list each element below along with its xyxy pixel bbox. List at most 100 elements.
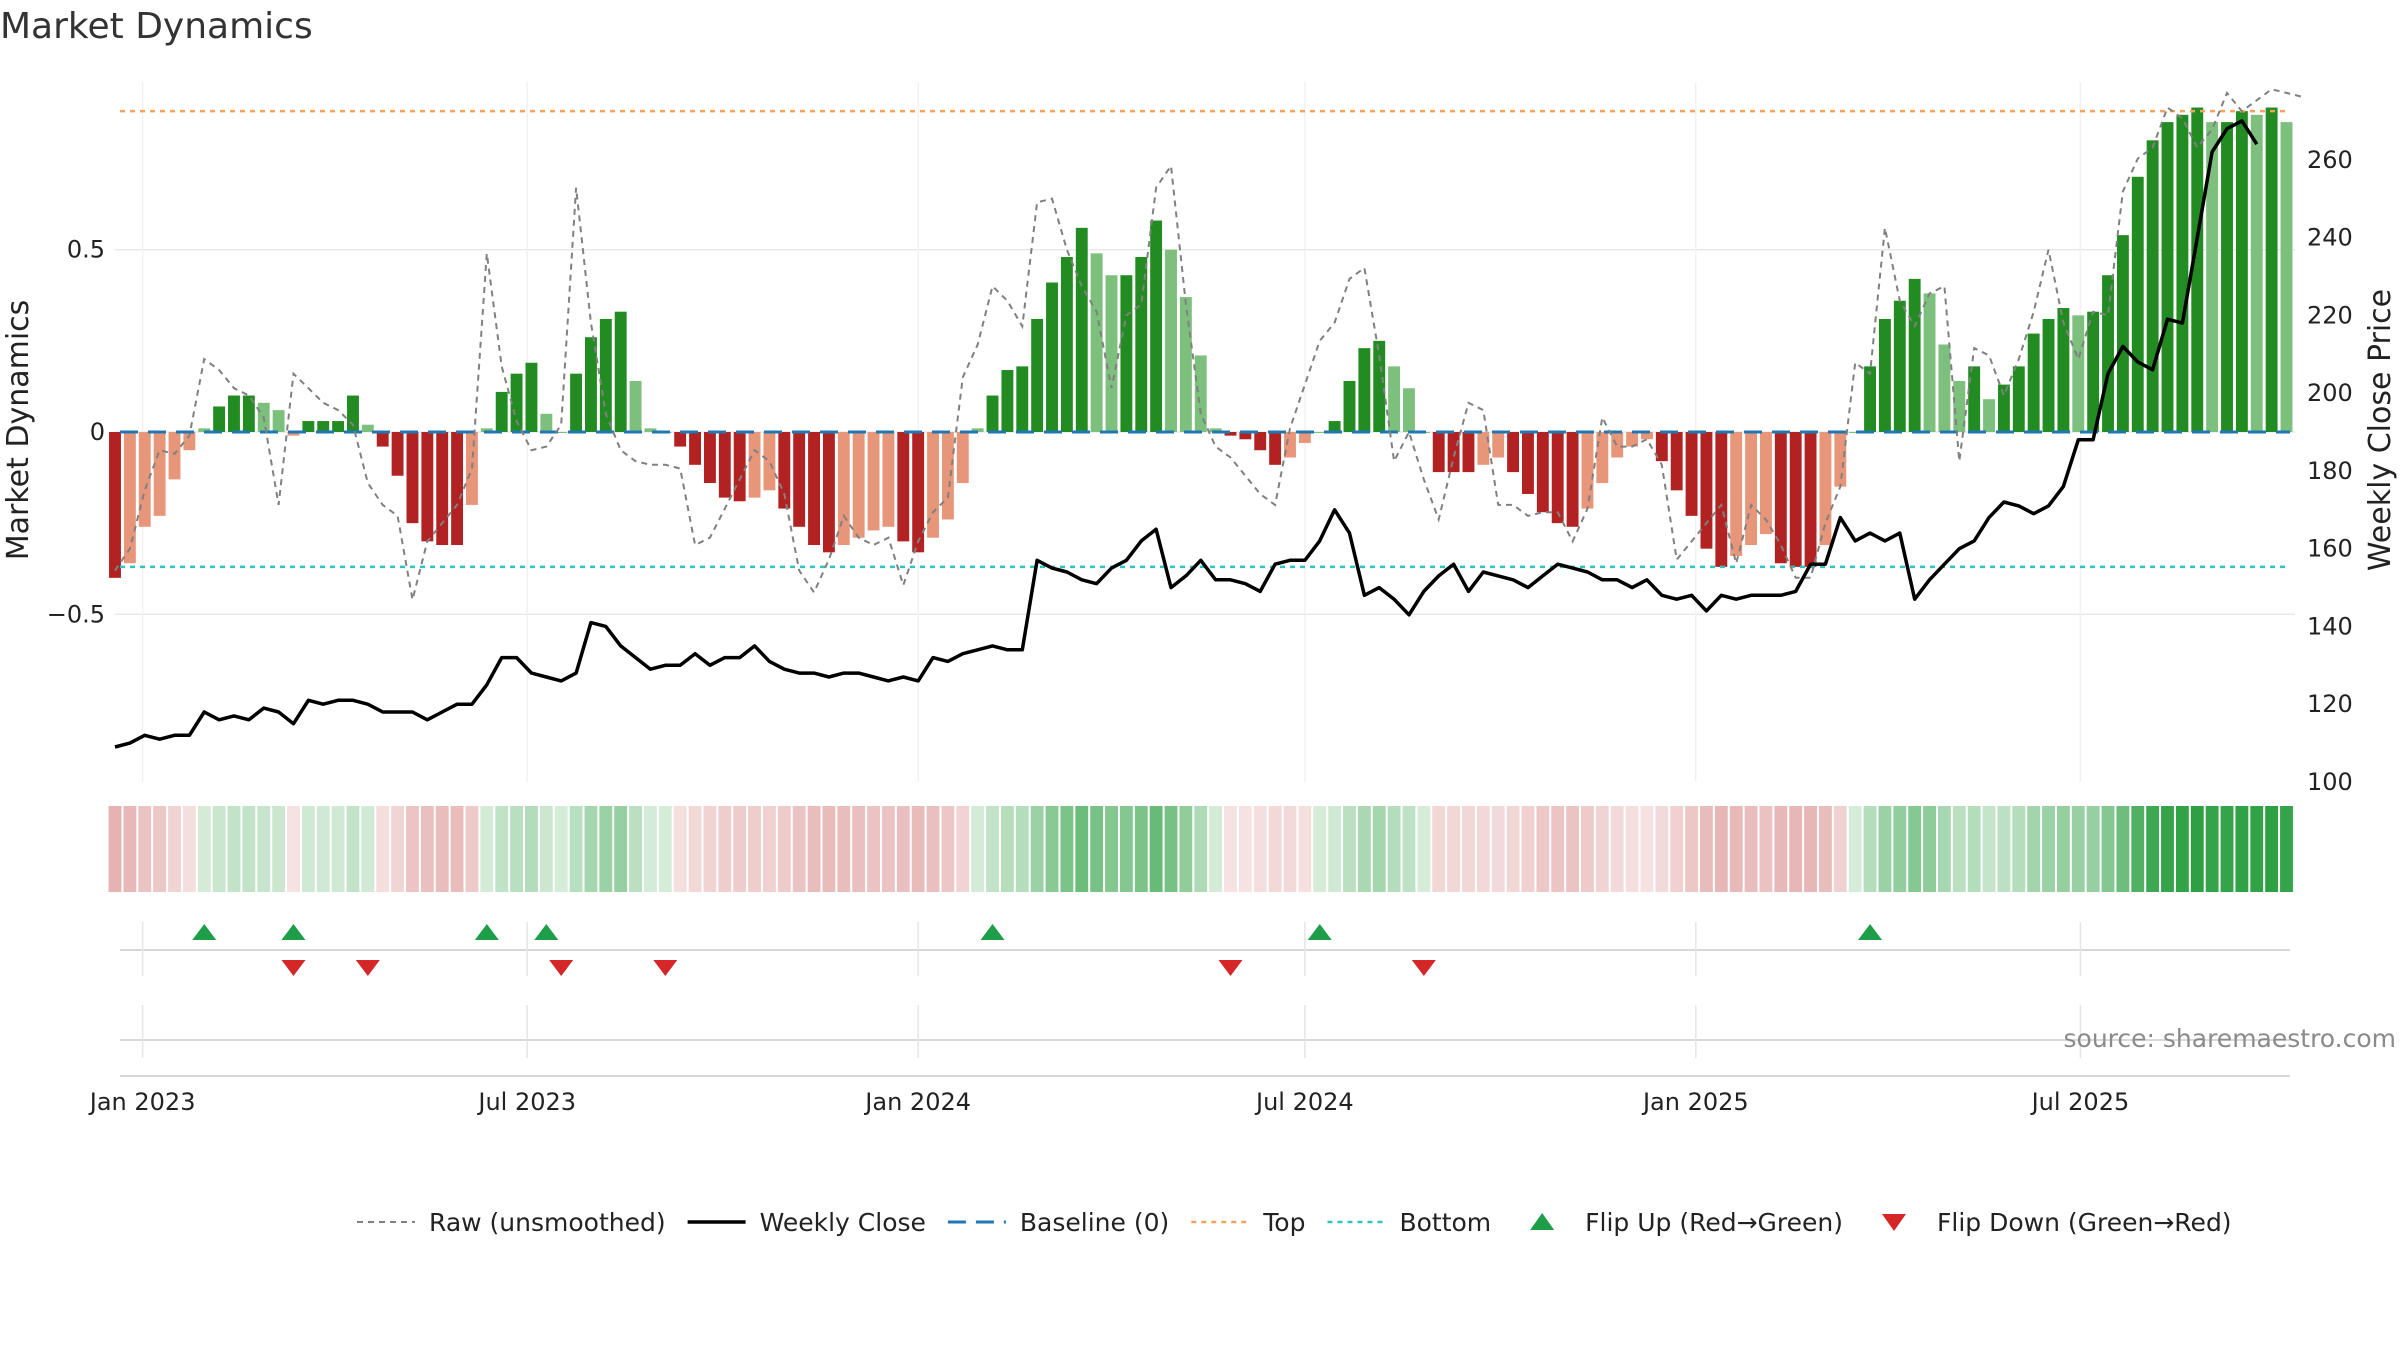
regime-cell [242, 806, 256, 892]
regime-cell [2280, 806, 2293, 892]
dynamics-bar [2072, 315, 2085, 432]
regime-cell [480, 806, 494, 892]
regime-strip [108, 806, 2293, 892]
dynamics-bar [2131, 176, 2144, 432]
regime-cell [881, 806, 895, 892]
regime-cell [718, 806, 732, 892]
dynamics-bar [2235, 111, 2248, 433]
dynamics-bar [2250, 114, 2263, 432]
regime-cell [153, 806, 167, 892]
dynamics-bar [361, 424, 374, 432]
dynamics-bar [599, 318, 612, 432]
legend-label: Baseline (0) [1020, 1208, 1169, 1237]
regime-cell [1209, 806, 1223, 892]
regime-cell [361, 806, 375, 892]
regime-cell [1908, 806, 1922, 892]
source-text: source: sharemaestro.com [2064, 1024, 2397, 1053]
dynamics-bar [153, 432, 166, 516]
dynamics-bar [1165, 249, 1177, 432]
dynamics-bar [2116, 235, 2129, 432]
regime-cell [435, 806, 449, 892]
dynamics-bar [1968, 366, 1981, 432]
legend-label: Top [1262, 1208, 1305, 1237]
regime-cell [777, 806, 791, 892]
dynamics-bar [1536, 432, 1549, 513]
dynamics-bar [1997, 384, 2010, 432]
flip-up-marker [1858, 924, 1883, 940]
regime-cell [614, 806, 628, 892]
regime-cell [2220, 806, 2234, 892]
dynamics-bar [1641, 432, 1653, 440]
regime-cell [644, 806, 657, 892]
regime-cell [1372, 806, 1386, 892]
dynamics-bar [1908, 278, 1921, 432]
legend: Raw (unsmoothed) Weekly Close Baseline (0)… [357, 1208, 2232, 1237]
dynamics-bar [495, 391, 508, 432]
flip-down-marker [549, 960, 574, 976]
dynamics-bar [808, 432, 820, 546]
regime-cell [2027, 806, 2041, 892]
dynamics-bar [242, 395, 255, 432]
regime-cell [584, 806, 598, 892]
dynamics-bar [689, 432, 702, 465]
dynamics-bar [927, 432, 939, 538]
regime-cell [1224, 806, 1237, 892]
regime-cell [1238, 806, 1252, 892]
y-right-tick-label: 140 [2307, 612, 2353, 640]
regime-cell [1253, 806, 1267, 892]
dynamics-bar [1090, 253, 1103, 432]
regime-cell [956, 806, 970, 892]
regime-cell [1015, 806, 1029, 892]
dynamics-bar [436, 432, 449, 546]
regime-cell [2071, 806, 2085, 892]
regime-cell [658, 806, 672, 892]
flip-up-marker [980, 924, 1005, 940]
regime-cell [1417, 806, 1431, 892]
dynamics-bar [213, 406, 226, 432]
dynamics-bar [1120, 275, 1133, 432]
regime-cell [1551, 806, 1565, 892]
dynamics-bar [421, 432, 434, 542]
regime-cell [257, 806, 271, 892]
y-left-tick-label: 0 [90, 418, 105, 446]
weekly-close-line [114, 119, 2259, 749]
x-tick-label: Jan 2025 [1641, 1088, 1749, 1116]
legend-label: Flip Down (Green→Red) [1937, 1208, 2232, 1237]
dynamics-bar [1001, 370, 1014, 432]
regime-cell [569, 806, 583, 892]
regime-cell [1610, 806, 1624, 892]
regime-cell [1937, 806, 1951, 892]
regime-cell [391, 806, 405, 892]
regime-cell [539, 806, 553, 892]
dynamics-bar [2280, 122, 2293, 433]
dynamics-bar [1938, 344, 1951, 432]
dynamics-bar [986, 395, 999, 432]
dynamics-bar [956, 432, 969, 484]
regime-cell [1833, 806, 1847, 892]
regime-cell [1521, 806, 1535, 892]
dynamics-bar [1239, 432, 1252, 440]
dynamics-bar [912, 432, 925, 553]
dynamics-bar [1284, 432, 1296, 458]
dynamics-bar [1075, 227, 1088, 432]
dynamics-bar [1298, 432, 1311, 443]
regime-cell [688, 806, 702, 892]
dynamics-bar [2146, 140, 2159, 433]
dynamics-bar [882, 432, 895, 527]
dynamics-bar [1774, 432, 1787, 564]
regime-cell [2116, 806, 2130, 892]
regime-cell [673, 806, 687, 892]
raw-series-line [114, 88, 2302, 600]
dynamics-bar [1878, 318, 1891, 432]
regime-cell [554, 806, 568, 892]
dynamics-bar [1447, 432, 1460, 473]
dynamics-bar [733, 432, 746, 502]
dynamics-bar [1655, 432, 1668, 462]
regime-cell [2131, 806, 2145, 892]
dynamics-bar [1685, 432, 1698, 516]
regime-cell [1194, 806, 1208, 892]
regime-cell [2190, 806, 2204, 892]
regime-cell [1432, 806, 1446, 892]
y-right-tick-label: 180 [2307, 457, 2353, 485]
dynamics-bar [138, 432, 151, 527]
